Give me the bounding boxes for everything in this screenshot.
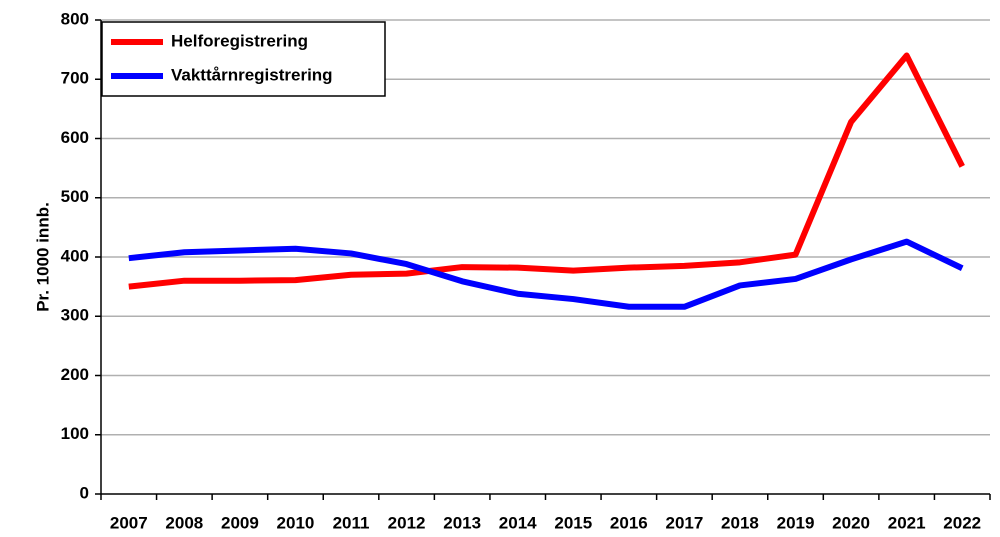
data-line xyxy=(128,52,965,290)
y-tick-label: 700 xyxy=(61,69,89,88)
data-line xyxy=(128,238,964,310)
x-tick-label: 2019 xyxy=(777,513,815,532)
legend-label: Vakttårnregistrering xyxy=(171,65,333,84)
y-tick-label: 600 xyxy=(61,128,89,147)
x-tick-label: 2014 xyxy=(499,513,537,532)
y-tick-label: 400 xyxy=(61,246,89,265)
y-tick-label: 100 xyxy=(61,424,89,443)
y-tick-label: 200 xyxy=(61,365,89,384)
y-tick-label: 500 xyxy=(61,187,89,206)
y-axis-label: Pr. 1000 innb. xyxy=(33,202,52,312)
x-tick-label: 2017 xyxy=(665,513,703,532)
x-tick-label: 2015 xyxy=(554,513,592,532)
x-tick-label: 2020 xyxy=(832,513,870,532)
x-tick-label: 2009 xyxy=(221,513,259,532)
x-tick-label: 2008 xyxy=(165,513,203,532)
x-tick-label: 2018 xyxy=(721,513,759,532)
y-tick-label: 800 xyxy=(61,9,89,28)
x-tick-label: 2007 xyxy=(110,513,148,532)
x-tick-label: 2012 xyxy=(388,513,426,532)
x-tick-label: 2010 xyxy=(277,513,315,532)
x-tick-label: 2016 xyxy=(610,513,648,532)
y-tick-label: 300 xyxy=(61,306,89,325)
y-tick-label: 0 xyxy=(80,483,89,502)
legend-label: Helforegistrering xyxy=(171,31,308,50)
x-tick-label: 2013 xyxy=(443,513,481,532)
legend: Helforegistrering Vakttårnregistrering xyxy=(101,21,386,97)
legend-box xyxy=(101,21,386,97)
x-tick-label: 2021 xyxy=(888,513,926,532)
x-tick-label: 2022 xyxy=(943,513,981,532)
x-tick-label: 2011 xyxy=(333,513,370,532)
